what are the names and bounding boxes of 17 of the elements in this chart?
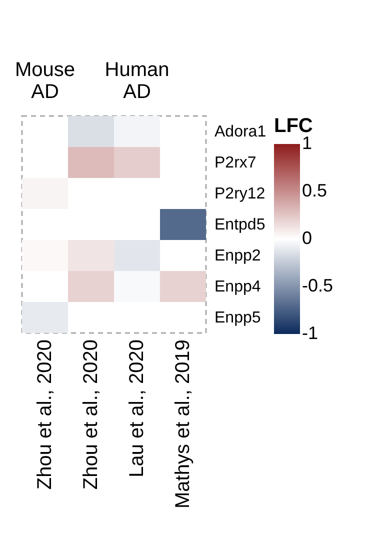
x-tick-label: Lau et al., 2020: [126, 340, 148, 478]
y-tick-label: Enpp2: [214, 248, 261, 264]
y-tick-label: Entpd5: [214, 216, 266, 234]
color-bar-label: 0: [302, 228, 312, 248]
x-tick-label: Zhou et al., 2020: [80, 340, 102, 490]
x-tick-label: Zhou et al., 2020: [34, 340, 56, 490]
y-tick-label: Adora1: [214, 124, 266, 140]
y-tick-label: P2ry12: [214, 186, 266, 202]
text: Human AD: [104, 59, 170, 103]
color-bar-label: -1: [302, 323, 318, 343]
y-tick-label: P2rx7: [214, 154, 256, 172]
x-tick-label: Mathys et al., 2019: [172, 340, 194, 508]
color-bar-label: 0.5: [302, 180, 328, 200]
y-tick-label: Enpp5: [214, 310, 261, 326]
text: Mouse AD: [14, 59, 76, 103]
color-bar-label: -0.5: [302, 276, 334, 296]
y-tick-label: Enpp4: [214, 278, 261, 296]
